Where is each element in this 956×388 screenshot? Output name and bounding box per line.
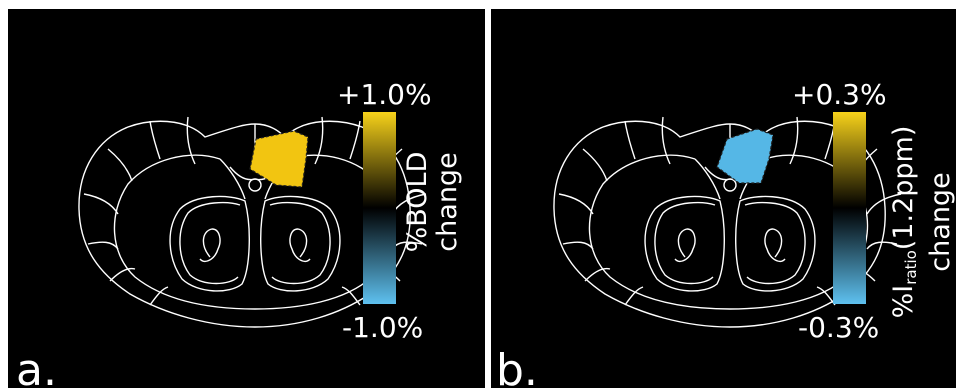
scale-min-label: -0.3% [798,311,880,344]
scale-min-label: -1.0% [342,311,424,344]
scale-max-label: +0.3% [792,78,887,111]
colorbar-a [363,112,396,304]
roi-region-b [716,128,774,184]
brain-diagram-b [553,112,902,328]
brain-diagram-a [78,112,427,328]
panel-letter-a: a. [16,345,57,388]
colorbar-label-a: %BOLD change [402,117,463,287]
label-subscript: ratio [902,250,920,285]
colorbar-label-line2: change [432,152,463,252]
roi-region-a [249,130,309,188]
panel-b: +0.3% -0.3% %Iratio(1.2ppm) change b. [491,9,956,388]
colorbar-label-line1: %Iratio(1.2ppm) [888,102,926,342]
panel-a: +1.0% -1.0% %BOLD change a. [8,9,485,388]
colorbar-b [833,112,866,304]
colorbar-label-line1: %BOLD [402,151,433,253]
label-prefix: %I [888,284,919,319]
colorbar-label-line2: change [925,172,956,272]
panel-letter-b: b. [496,345,538,388]
colorbar-label-b: %Iratio(1.2ppm) change [888,102,956,342]
label-suffix: (1.2ppm) [888,125,919,251]
scale-max-label: +1.0% [337,78,432,111]
